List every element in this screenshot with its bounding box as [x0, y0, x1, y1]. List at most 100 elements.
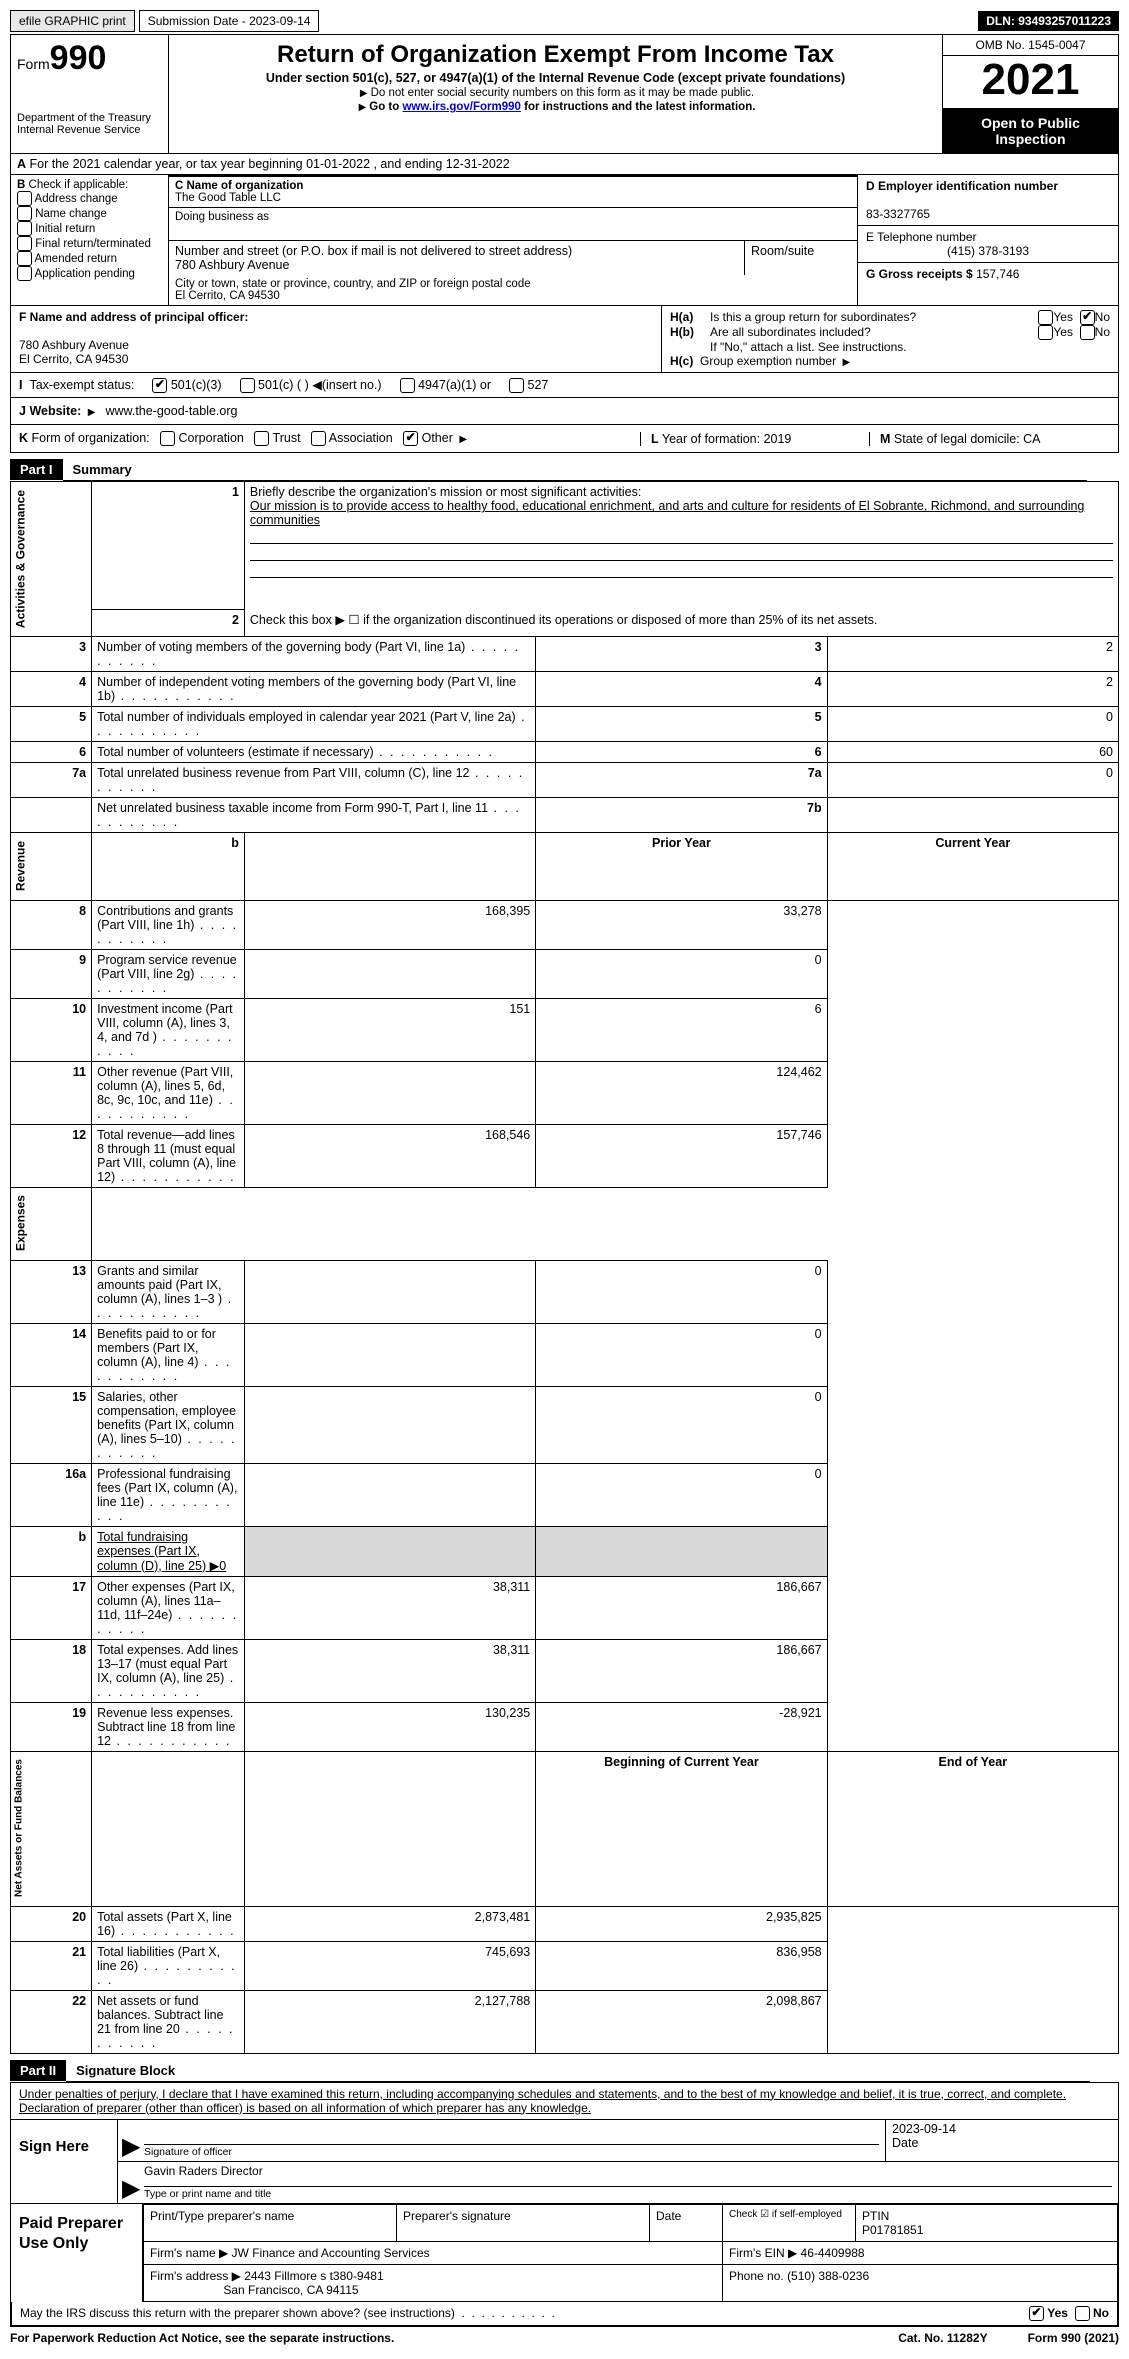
- current-year-value: 186,667: [536, 1576, 827, 1639]
- current-year-value: -28,921: [536, 1702, 827, 1751]
- b-checkbox[interactable]: [17, 206, 32, 221]
- b-checkbox[interactable]: [17, 251, 32, 266]
- prior-year-value: 38,311: [244, 1639, 535, 1702]
- expenses-label: Expenses: [11, 1187, 92, 1260]
- current-year-value: 0: [536, 1386, 827, 1463]
- assoc-checkbox[interactable]: [311, 431, 326, 446]
- sig-date: 2023-09-14: [892, 2122, 1112, 2136]
- prior-year-value: [244, 949, 535, 998]
- current-year-value: 186,667: [536, 1639, 827, 1702]
- firm-ein: 46-4409988: [801, 2246, 865, 2260]
- prior-year-value: [244, 1061, 535, 1124]
- ha-no-checkbox[interactable]: [1080, 310, 1095, 325]
- form-label: Form: [17, 56, 50, 72]
- b-checkbox[interactable]: [17, 266, 32, 281]
- discuss-yes-checkbox[interactable]: [1029, 2306, 1044, 2321]
- note-ssn: Do not enter social security numbers on …: [371, 87, 755, 99]
- hb-no-checkbox[interactable]: [1080, 325, 1095, 340]
- catalog-number: Cat. No. 11282Y: [898, 2331, 987, 2345]
- form-subtitle: Under section 501(c), 527, or 4947(a)(1)…: [177, 71, 934, 85]
- omb-number: OMB No. 1545-0047: [943, 35, 1118, 56]
- officer-addr2: El Cerrito, CA 94530: [19, 352, 128, 366]
- current-year-value: 0: [536, 1463, 827, 1526]
- summary-value: 2: [827, 672, 1118, 707]
- arrow-icon: ▶: [118, 2162, 138, 2203]
- end-year-value: 836,958: [536, 1941, 827, 1990]
- tax-year: 2021: [943, 56, 1118, 109]
- corp-checkbox[interactable]: [160, 431, 175, 446]
- officer-group-row: F Name and address of principal officer:…: [10, 305, 1119, 372]
- summary-value: 0: [827, 763, 1118, 798]
- page-footer: For Paperwork Reduction Act Notice, see …: [10, 2327, 1119, 2349]
- telephone: (415) 378-3193: [866, 244, 1110, 258]
- officer-name: Gavin Raders Director: [144, 2164, 1112, 2186]
- begin-year-value: 745,693: [244, 1941, 535, 1990]
- period-row: A For the 2021 calendar year, or tax yea…: [10, 153, 1119, 174]
- paid-preparer-label: Paid Preparer Use Only: [11, 2204, 143, 2302]
- officer-addr1: 780 Ashbury Avenue: [19, 338, 129, 352]
- current-year-value: 6: [536, 998, 827, 1061]
- discuss-no-checkbox[interactable]: [1075, 2306, 1090, 2321]
- ptin: P01781851: [862, 2223, 923, 2237]
- activities-governance-label: Activities & Governance: [11, 482, 92, 637]
- firm-addr: 2443 Fillmore s t380-9481: [244, 2269, 383, 2283]
- 527-checkbox[interactable]: [509, 378, 524, 393]
- 501c-checkbox[interactable]: [240, 378, 255, 393]
- trust-checkbox[interactable]: [254, 431, 269, 446]
- prior-year-value: 38,311: [244, 1576, 535, 1639]
- ha-yes-checkbox[interactable]: [1038, 310, 1053, 325]
- identity-grid: B Check if applicable: Address change Na…: [10, 174, 1119, 305]
- efile-button[interactable]: efile GRAPHIC print: [10, 10, 135, 32]
- summary-value: 0: [827, 707, 1118, 742]
- signature-block: Under penalties of perjury, I declare th…: [10, 2082, 1119, 2327]
- prior-year-value: 151: [244, 998, 535, 1061]
- other-checkbox[interactable]: [403, 431, 418, 446]
- city-state-zip: El Cerrito, CA 94530: [175, 290, 280, 302]
- part-ii-header: Part II: [10, 2060, 66, 2081]
- mission-text: Our mission is to provide access to heal…: [250, 499, 1085, 527]
- irs-link[interactable]: www.irs.gov/Form990: [402, 101, 520, 113]
- state-domicile: State of legal domicile: CA: [894, 432, 1041, 446]
- hb-yes-checkbox[interactable]: [1038, 325, 1053, 340]
- current-year-value: 157,746: [536, 1124, 827, 1187]
- prior-year-value: [244, 1463, 535, 1526]
- inspection-label: Open to Public Inspection: [943, 109, 1118, 153]
- website-url[interactable]: www.the-good-table.org: [105, 404, 237, 418]
- current-year-value: 0: [536, 1260, 827, 1323]
- b-checkbox[interactable]: [17, 191, 32, 206]
- prior-year-value: [244, 1260, 535, 1323]
- topbar: efile GRAPHIC print Submission Date - 20…: [10, 10, 1119, 32]
- summary-value: [827, 798, 1118, 833]
- formation-row: K Form of organization: Corporation Trus…: [10, 424, 1119, 453]
- part-i-header: Part I: [10, 459, 63, 480]
- end-year-value: 2,935,825: [536, 1906, 827, 1941]
- tax-status-row: I Tax-exempt status: 501(c)(3) 501(c) ( …: [10, 372, 1119, 397]
- b-checkbox[interactable]: [17, 221, 32, 236]
- submission-date: Submission Date - 2023-09-14: [139, 10, 320, 32]
- revenue-label: Revenue: [11, 833, 92, 900]
- website-row: J Website: www.the-good-table.org: [10, 397, 1119, 424]
- year-formation: Year of formation: 2019: [662, 432, 792, 446]
- 501c3-checkbox[interactable]: [152, 378, 167, 393]
- current-year-value: 0: [536, 1323, 827, 1386]
- end-year-value: 2,098,867: [536, 1990, 827, 2053]
- b-checkbox[interactable]: [17, 236, 32, 251]
- ein: 83-3327765: [866, 207, 930, 221]
- summary-value: 2: [827, 637, 1118, 672]
- prior-year-value: [244, 1386, 535, 1463]
- perjury-declaration: Under penalties of perjury, I declare th…: [11, 2083, 1118, 2120]
- net-assets-label: Net Assets or Fund Balances: [11, 1751, 92, 1906]
- dln: DLN: 93493257011223: [978, 11, 1119, 31]
- form-footer: Form 990 (2021): [1028, 2331, 1119, 2345]
- 4947-checkbox[interactable]: [400, 378, 415, 393]
- prior-year-value: 168,395: [244, 900, 535, 949]
- org-name: The Good Table LLC: [175, 192, 281, 204]
- begin-year-value: 2,873,481: [244, 1906, 535, 1941]
- firm-phone: (510) 388-0236: [787, 2269, 869, 2283]
- street-address: 780 Ashbury Avenue: [175, 258, 289, 272]
- firm-name: JW Finance and Accounting Services: [232, 2246, 430, 2260]
- preparer-table: Print/Type preparer's name Preparer's si…: [143, 2204, 1118, 2302]
- prior-year-value: 130,235: [244, 1702, 535, 1751]
- dept-label: Department of the Treasury Internal Reve…: [17, 112, 162, 136]
- gross-receipts: 157,746: [976, 267, 1019, 281]
